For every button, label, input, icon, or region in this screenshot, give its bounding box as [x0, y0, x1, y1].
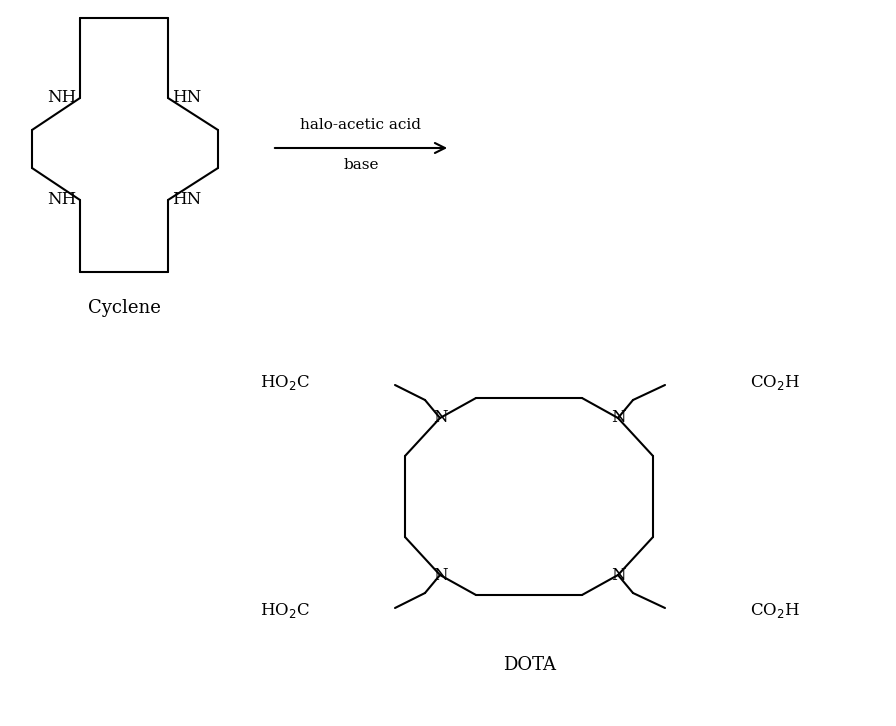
Text: N: N — [433, 409, 447, 426]
Text: N: N — [611, 566, 625, 584]
Text: HO$_2$C: HO$_2$C — [260, 373, 310, 393]
Text: HN: HN — [172, 192, 202, 208]
Text: N: N — [611, 409, 625, 426]
Text: HO$_2$C: HO$_2$C — [260, 600, 310, 619]
Text: NH: NH — [47, 192, 76, 208]
Text: CO$_2$H: CO$_2$H — [750, 373, 800, 393]
Text: base: base — [343, 158, 379, 172]
Text: DOTA: DOTA — [504, 656, 556, 674]
Text: N: N — [433, 566, 447, 584]
Text: Cyclene: Cyclene — [88, 299, 160, 317]
Text: halo-acetic acid: halo-acetic acid — [300, 118, 421, 132]
Text: CO$_2$H: CO$_2$H — [750, 600, 800, 619]
Text: NH: NH — [47, 89, 76, 107]
Text: HN: HN — [172, 89, 202, 107]
